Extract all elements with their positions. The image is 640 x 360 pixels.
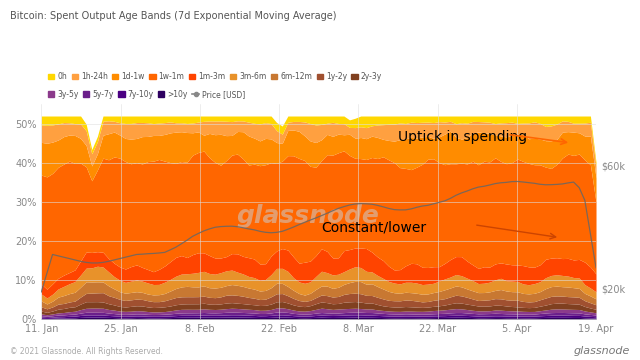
Text: glassnode: glassnode: [574, 346, 630, 356]
Text: Bitcoin: Spent Output Age Bands (7d Exponential Moving Average): Bitcoin: Spent Output Age Bands (7d Expo…: [10, 11, 336, 21]
Text: © 2021 Glassnode. All Rights Reserved.: © 2021 Glassnode. All Rights Reserved.: [10, 347, 163, 356]
Legend: 3y-5y, 5y-7y, 7y-10y, >10y, Price [USD]: 3y-5y, 5y-7y, 7y-10y, >10y, Price [USD]: [45, 87, 248, 102]
Text: glassnode: glassnode: [236, 204, 379, 228]
Text: Uptick in spending: Uptick in spending: [398, 130, 527, 144]
Text: Constant/lower: Constant/lower: [321, 220, 427, 234]
